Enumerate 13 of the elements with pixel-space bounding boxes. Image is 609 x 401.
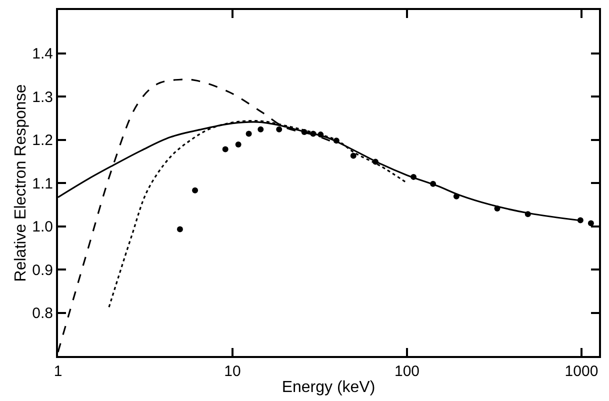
y-tick-label: 1.3: [32, 88, 53, 106]
y-tick-label: 0.9: [32, 262, 53, 279]
y-tick-label: 0.8: [32, 305, 53, 322]
x-tick-label: 1000: [564, 363, 598, 380]
x-tick-label: 10: [224, 363, 241, 380]
x-axis-title: Energy (keV): [282, 379, 376, 396]
y-axis-title: Relative Electron Response: [12, 84, 30, 282]
y-tick-label: 1.0: [32, 218, 53, 236]
y-tick-label: 1.2: [32, 132, 53, 149]
x-tick-label: 100: [394, 363, 420, 380]
y-tick-label: 1.4: [32, 46, 53, 62]
x-tick-label: 1: [54, 363, 62, 380]
y-tick-label: 1.1: [32, 175, 53, 192]
